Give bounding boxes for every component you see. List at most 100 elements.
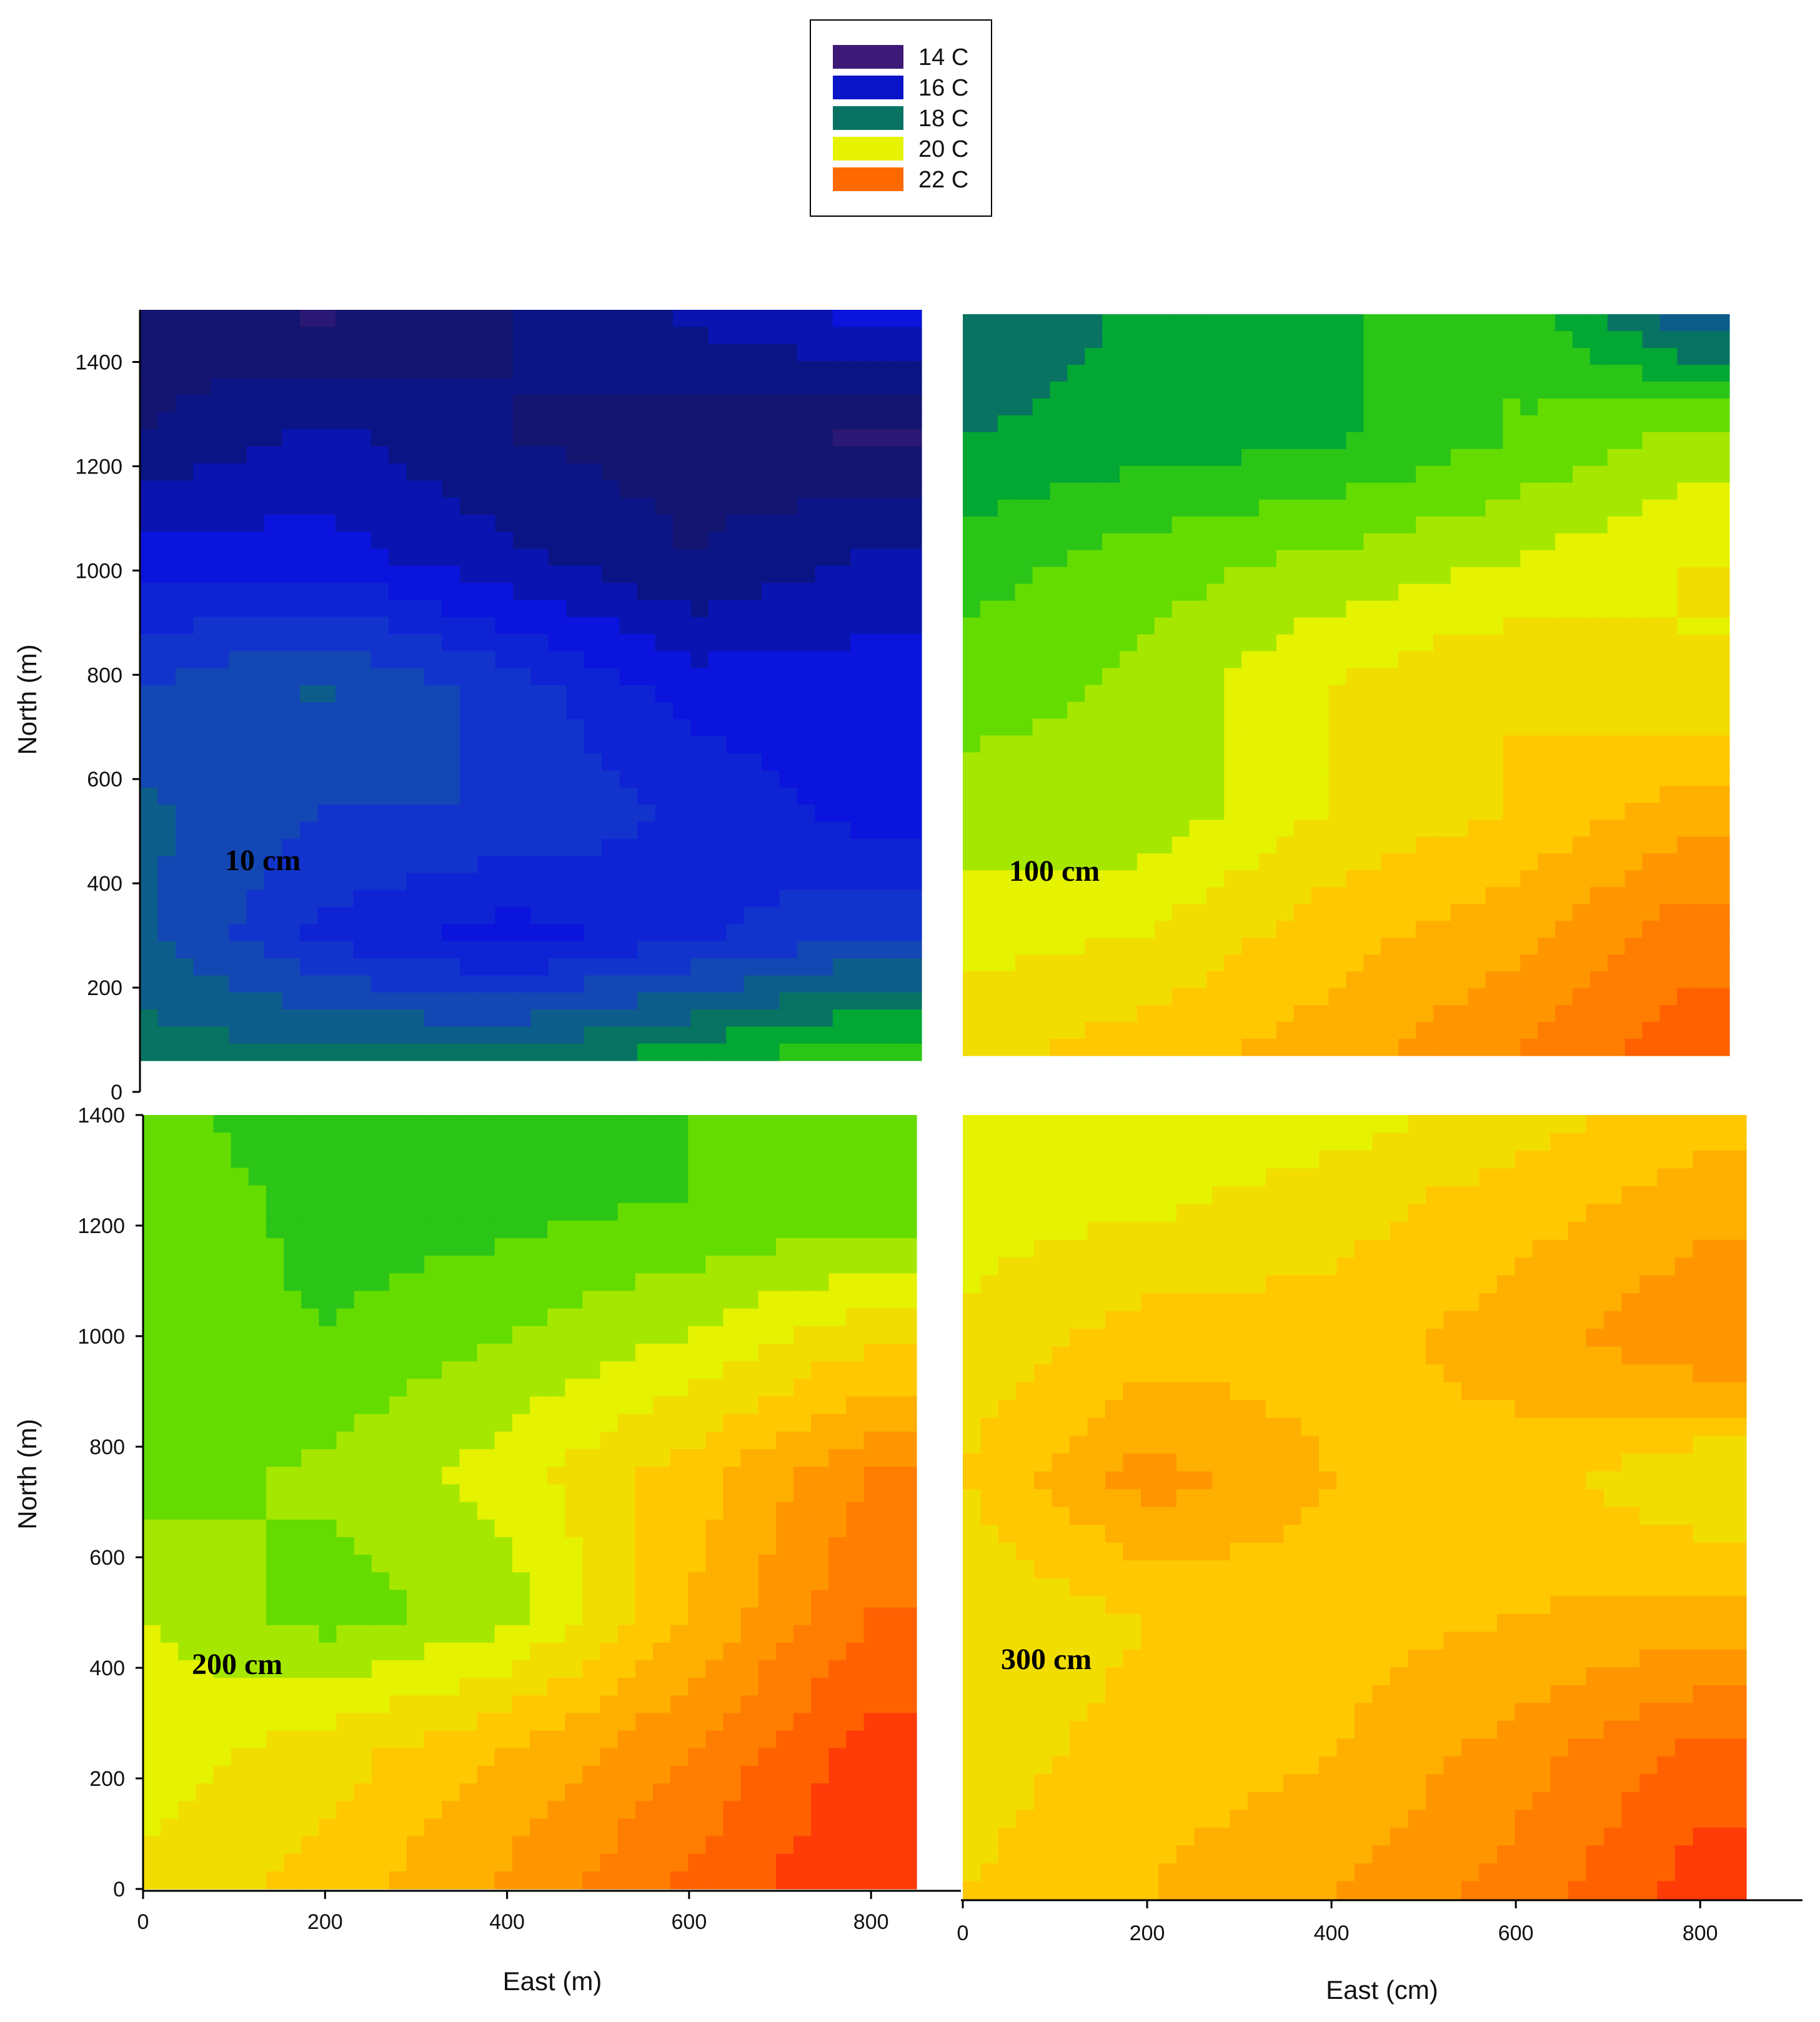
contour-cell [637,958,656,976]
contour-cell [1607,398,1626,416]
contour-cell [758,1431,777,1450]
contour-cell [828,1273,847,1292]
contour-cell [850,890,869,908]
contour-cell [547,1273,565,1292]
contour-cell [1485,803,1504,820]
contour-cell [548,310,567,327]
contour-cell [1276,415,1295,433]
contour-cell [282,1026,301,1044]
contour-cell [690,412,709,430]
contour-cell [459,941,478,959]
contour-cell [495,753,514,771]
contour-cell [1136,887,1155,904]
contour-cell [1659,449,1678,467]
contour-cell [211,412,229,430]
contour-cell [758,1379,777,1397]
contour-cell [637,1026,656,1044]
contour-cell [775,1132,794,1151]
contour-cell [1189,617,1208,635]
contour-cell [1416,550,1434,568]
contour-cell [1381,954,1399,972]
contour-cell [903,907,922,925]
contour-cell [459,463,478,481]
contour-cell [886,992,905,1010]
contour-cell [584,856,602,874]
contour-cell [672,975,691,993]
contour-cell [547,1344,565,1362]
contour-cell [1416,921,1434,938]
contour-cell [1659,364,1678,382]
contour-cell [335,668,354,686]
contour-cell [1259,1005,1277,1023]
contour-cell [566,532,585,550]
contour-cell [1450,516,1469,534]
contour-cell [140,992,159,1010]
contour-cell [963,364,981,382]
contour-cell [264,992,283,1010]
contour-cell [1119,381,1138,399]
contour-cell [1607,347,1626,365]
contour-cell [963,465,981,483]
contour-cell [157,770,176,788]
contour-cell [1573,617,1591,635]
contour-cell [406,668,425,686]
contour-cell [1259,971,1277,989]
contour-cell [1555,330,1573,349]
contour-cell [196,1256,214,1274]
contour-cell [963,617,981,635]
contour-cell [1503,583,1521,602]
contour-cell [1433,820,1451,837]
contour-cell [175,480,194,498]
contour-cell [997,1022,1016,1039]
contour-cell [762,805,780,823]
contour-cell [1677,398,1695,416]
contour-cell [1015,381,1033,399]
contour-cell [815,395,833,413]
contour-cell [442,360,460,379]
contour-cell [1346,600,1364,618]
contour-cell [1259,651,1277,669]
contour-cell [690,497,709,515]
contour-cell [178,1220,197,1239]
contour-cell [1363,347,1381,365]
contour-cell [846,1291,865,1309]
contour-cell [406,1026,425,1044]
contour-cell [231,1519,249,1538]
contour-cell [1555,651,1573,669]
contour-cell [424,1449,442,1467]
contour-cell [140,702,159,720]
contour-cell [637,395,656,413]
contour-cell [301,1379,319,1397]
contour-cell [1067,1022,1085,1039]
contour-cell [762,583,780,601]
contour-cell [1224,954,1242,972]
contour-cell [1450,499,1469,517]
contour-cell [1642,398,1661,416]
contour-cell [442,583,460,601]
contour-cell [980,870,998,888]
contour-cell [846,1449,865,1467]
contour-cell [672,907,691,925]
contour-cell [530,378,549,396]
contour-cell [407,1132,425,1151]
contour-cell [266,1361,284,1379]
contour-cell [211,651,229,669]
contour-cell [980,668,998,686]
contour-cell [1381,550,1399,568]
contour-cell [319,1132,337,1151]
contour-cell [672,395,691,413]
contour-cell [317,1043,336,1061]
contour-cell [743,668,762,686]
contour-cell [602,1026,620,1044]
contour-cell [1067,820,1085,837]
contour-cell [1677,634,1695,652]
contour-cell [1224,735,1242,753]
contour-cell [193,838,212,856]
contour-cell [740,1220,759,1239]
contour-cell [196,1484,214,1503]
contour-cell [299,924,318,942]
contour-cell [1293,1039,1312,1056]
contour-cell [494,1414,513,1432]
contour-cell [1171,600,1190,618]
contour-cell [705,1326,724,1344]
